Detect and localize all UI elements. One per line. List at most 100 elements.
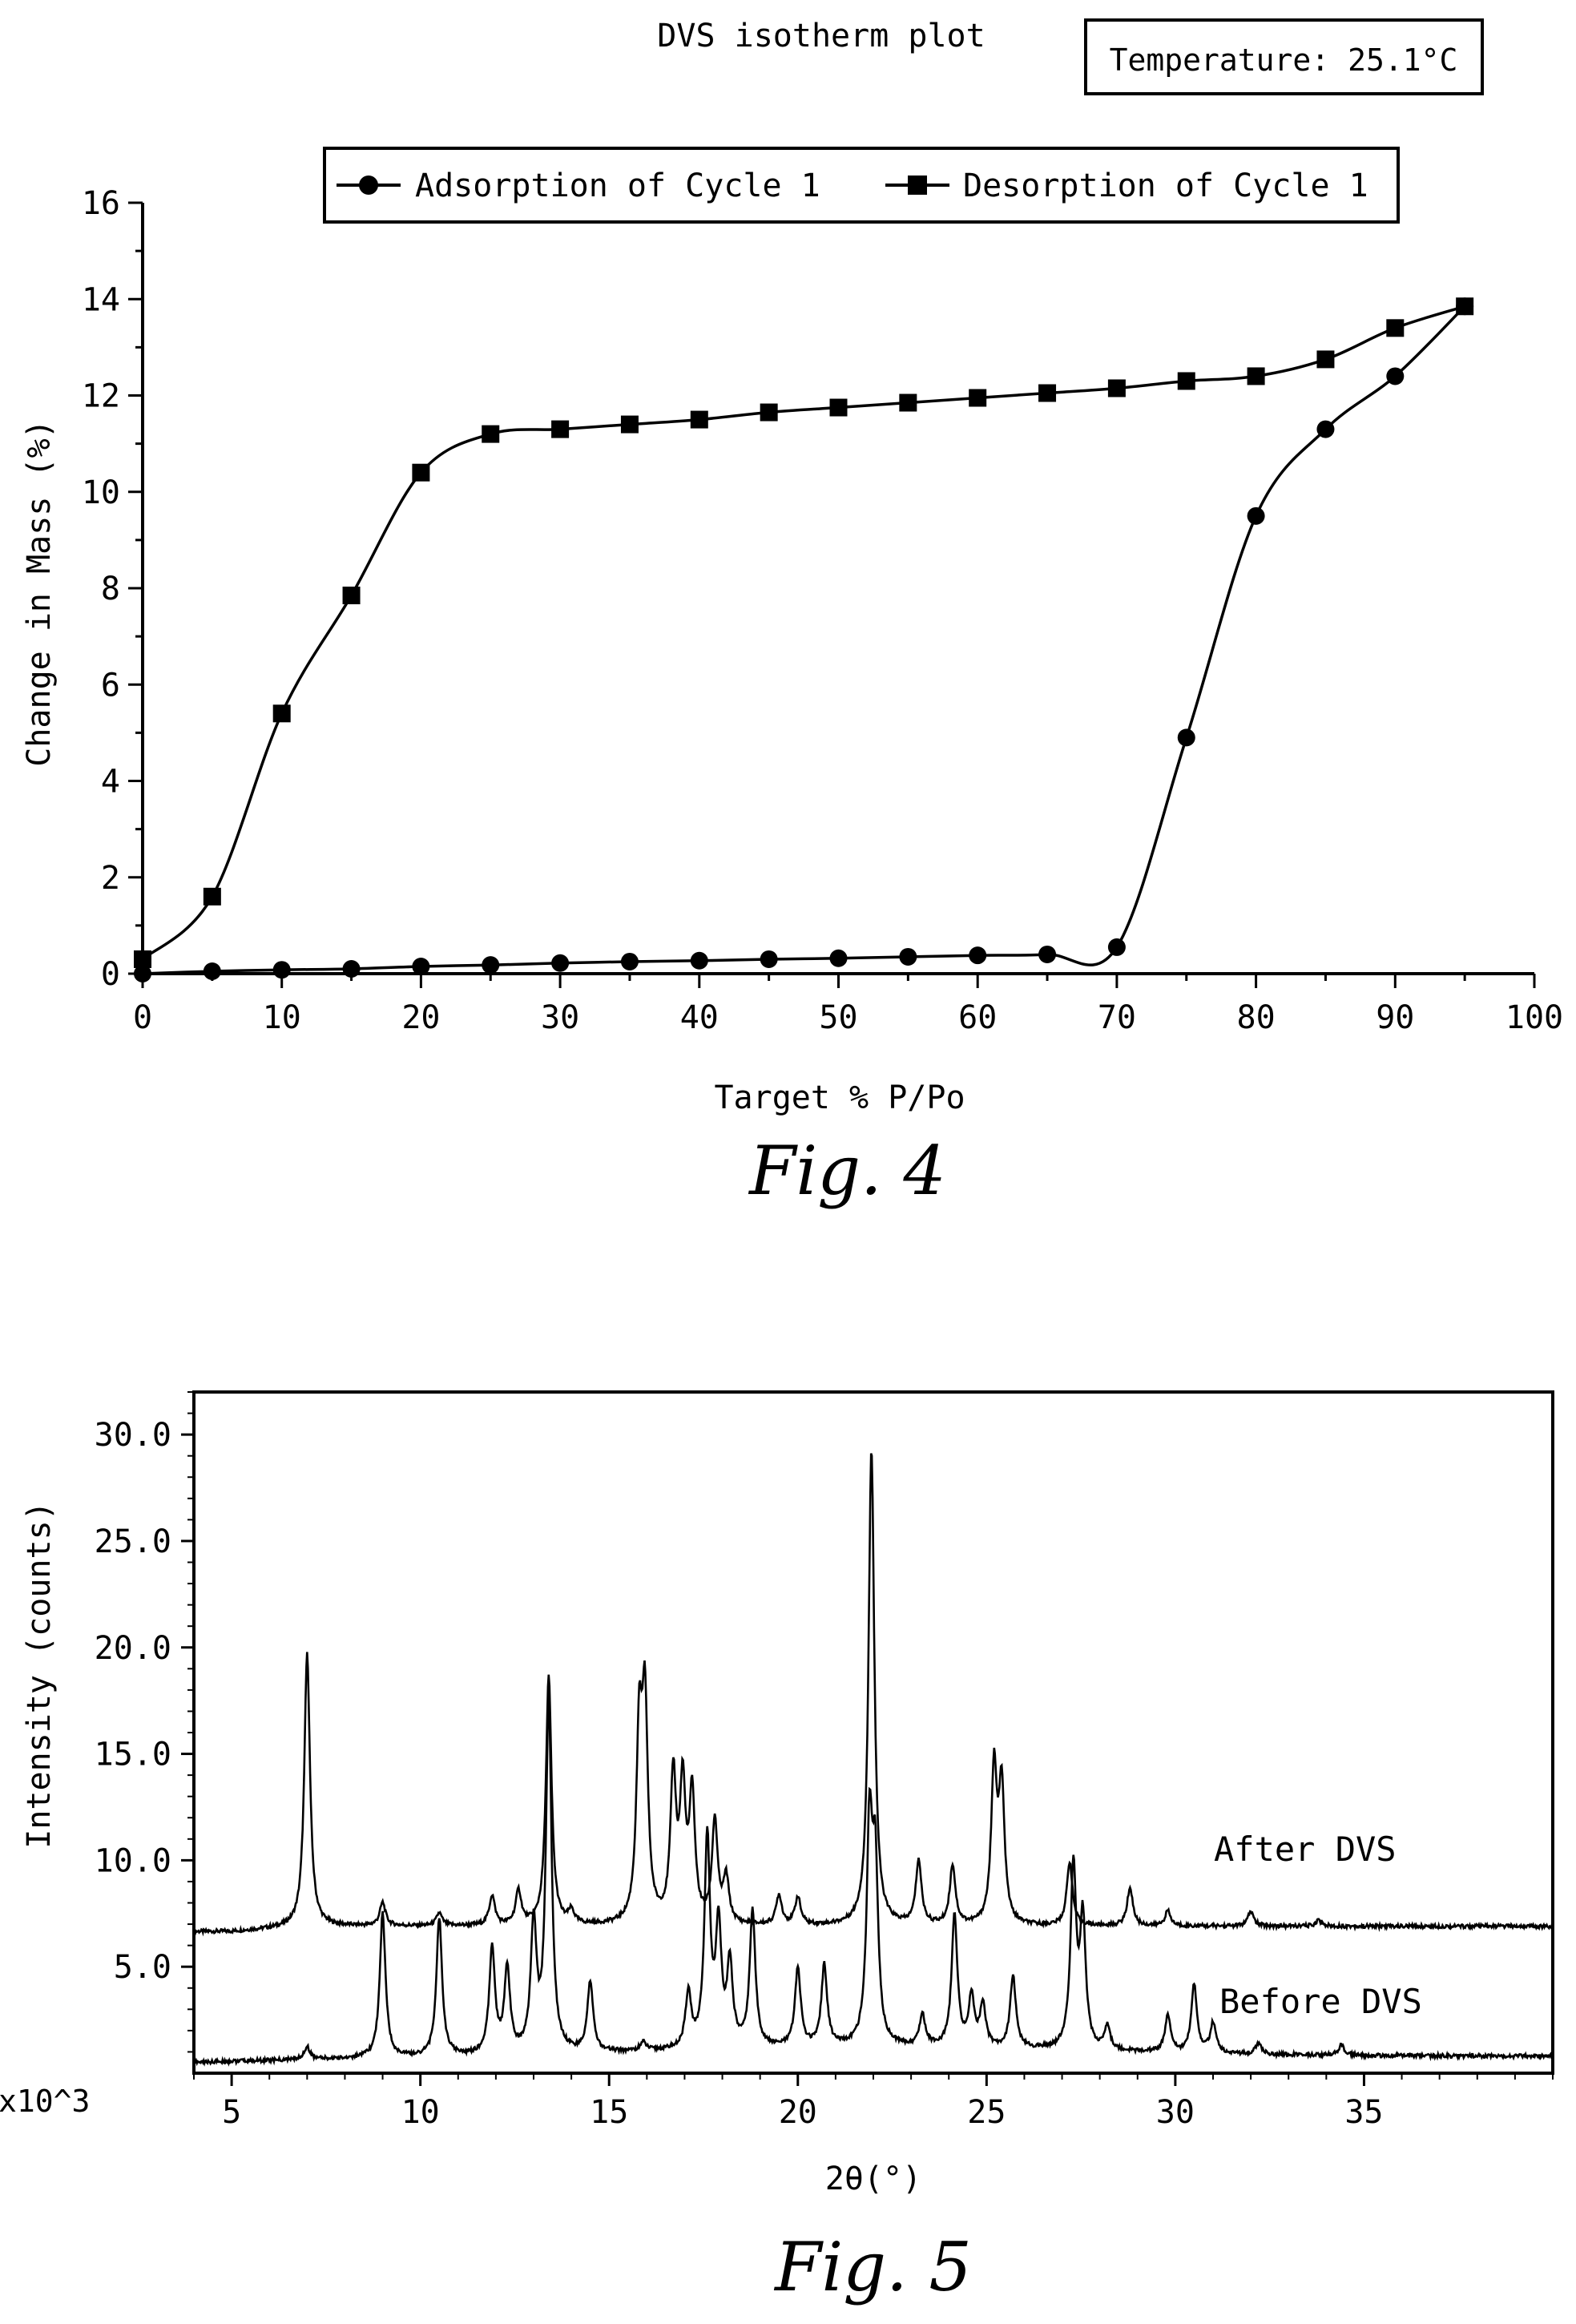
adsorption-point [1316,420,1335,438]
desorption-point [899,393,917,412]
adsorption-point [690,951,708,970]
fig4-y-tick-label: 10 [82,474,120,511]
fig4-x-tick-label: 10 [263,999,301,1036]
chart-fig4: DVS isotherm plot Temperature: 25.1°C Ad… [21,18,1563,1210]
fig4-y-tick-label: 4 [101,764,120,801]
fig4-y-tick-label: 8 [101,571,120,607]
series-label-before-dvs: Before DVS [1219,1982,1422,2021]
fig4-x-tick-label: 60 [958,999,997,1036]
fig4-ylabel: Change in Mass (%) [21,419,58,766]
legend-marker-desorption [908,176,927,195]
fig5-x-tick-label: 10 [401,2094,440,2131]
desorption-point [1386,319,1405,337]
fig4-ticks: 0 10 20 30 40 50 60 70 80 90 100 0 2 4 6 8 10 12 14 16 [82,185,1563,1036]
fig4-x-tick-label: 0 [133,999,152,1036]
adsorption-point [1177,728,1195,747]
after-dvs-line [192,1453,1554,1937]
fig4-x-tick-label: 80 [1237,999,1276,1036]
fig4-series-lines [141,305,1466,975]
fig4-x-tick-label: 70 [1098,999,1136,1036]
desorption-point [272,704,291,723]
fig5-x-tick-label: 30 [1156,2094,1195,2131]
desorption-point [969,389,987,407]
fig5-x-tick-label: 25 [967,2094,1006,2131]
fig4-x-tick-label: 30 [541,999,579,1036]
desorption-point [1456,297,1474,316]
desorption-line [141,305,1465,961]
fig4-y-tick-label: 0 [101,956,120,993]
legend-label-desorption: Desorption of Cycle 1 [963,167,1368,204]
adsorption-point [551,954,570,972]
chart-fig5: 5 10 15 20 25 30 35 5.0 10.0 15.0 20.0 25.0 30.0 Aft… [0,1390,1554,2306]
legend-label-adsorption: Adsorption of Cycle 1 [415,167,820,204]
fig4-caption: Fig. 4 [748,1132,946,1210]
adsorption-point [203,962,221,980]
fig5-x-tick-label: 20 [779,2094,817,2131]
desorption-point [412,463,430,482]
desorption-point [829,398,848,417]
fig5-ylabel: Intensity (counts) [21,1501,58,1848]
adsorption-point [1247,506,1265,525]
series-label-after-dvs: After DVS [1214,1830,1397,1869]
fig4-x-tick-label: 90 [1376,999,1414,1036]
desorption-point [1038,384,1057,402]
adsorption-point [899,947,917,966]
desorption-point [690,410,708,429]
adsorption-point [412,957,430,975]
fig5-multiplier: x10^3 [0,2084,90,2119]
fig4-y-tick-label: 14 [82,281,120,318]
adsorption-point [1386,367,1405,385]
fig4-x-tick-label: 40 [680,999,719,1036]
temperature-box: Temperature: 25.1°C [1084,18,1484,95]
fig5-y-tick-label: 15.0 [95,1737,171,1773]
fig4-x-tick-label: 50 [819,999,857,1036]
temperature-box-frame [1084,18,1484,95]
desorption-point [1247,367,1265,385]
desorption-point [1107,379,1126,397]
adsorption-point [1107,938,1126,956]
fig5-y-tick-label: 25.0 [95,1523,171,1560]
adsorption-line [142,305,1466,975]
adsorption-point [760,950,778,968]
adsorption-point [272,961,291,979]
desorption-point [551,420,570,438]
fig5-x-tick-label: 35 [1344,2094,1383,2131]
adsorption-point [1038,945,1057,963]
before-dvs-line [193,1693,1554,2067]
fig5-x-tick-label: 5 [222,2094,241,2131]
fig5-series-lines [192,1453,1554,2067]
fig5-y-tick-label: 10.0 [95,1842,171,1879]
fig5-y-tick-label: 30.0 [95,1417,171,1454]
adsorption-point [969,946,987,965]
fig5-x-tick-label: 15 [590,2094,628,2131]
adsorption-point [620,952,639,970]
fig4-y-tick-label: 2 [101,860,120,897]
fig5-y-tick-label: 5.0 [114,1949,171,1986]
desorption-point [203,887,221,906]
adsorption-point [482,956,500,974]
desorption-point [342,587,361,605]
desorption-point [1177,372,1195,390]
desorption-point [760,403,778,422]
fig4-xlabel: Target % P/Po [714,1079,965,1116]
fig4-y-tick-label: 12 [82,378,120,415]
fig5-caption: Fig. 5 [773,2228,972,2306]
fig4-x-tick-label: 100 [1505,999,1563,1036]
adsorption-point [829,949,848,967]
adsorption-point [134,965,151,982]
fig4-title: DVS isotherm plot [657,18,985,54]
desorption-point [620,415,639,434]
fig5-xlabel: 2θ(°) [825,2161,921,2197]
fig5-ticks: 5 10 15 20 25 30 35 5.0 10.0 15.0 20.0 25.0 30.0 [95,1391,1554,2131]
fig4-legend: Adsorption of Cycle 1 Desorption of Cycl… [323,147,1400,224]
legend-marker-adsorption [359,176,378,195]
adsorption-point [342,959,361,978]
fig5-y-tick-label: 20.0 [95,1630,171,1667]
fig4-y-tick-label: 16 [82,185,120,222]
desorption-point [1316,350,1335,369]
fig4-y-tick-label: 6 [101,667,120,704]
fig4-x-tick-label: 20 [401,999,440,1036]
desorption-point [482,425,500,443]
fig4-markers [134,297,1474,982]
